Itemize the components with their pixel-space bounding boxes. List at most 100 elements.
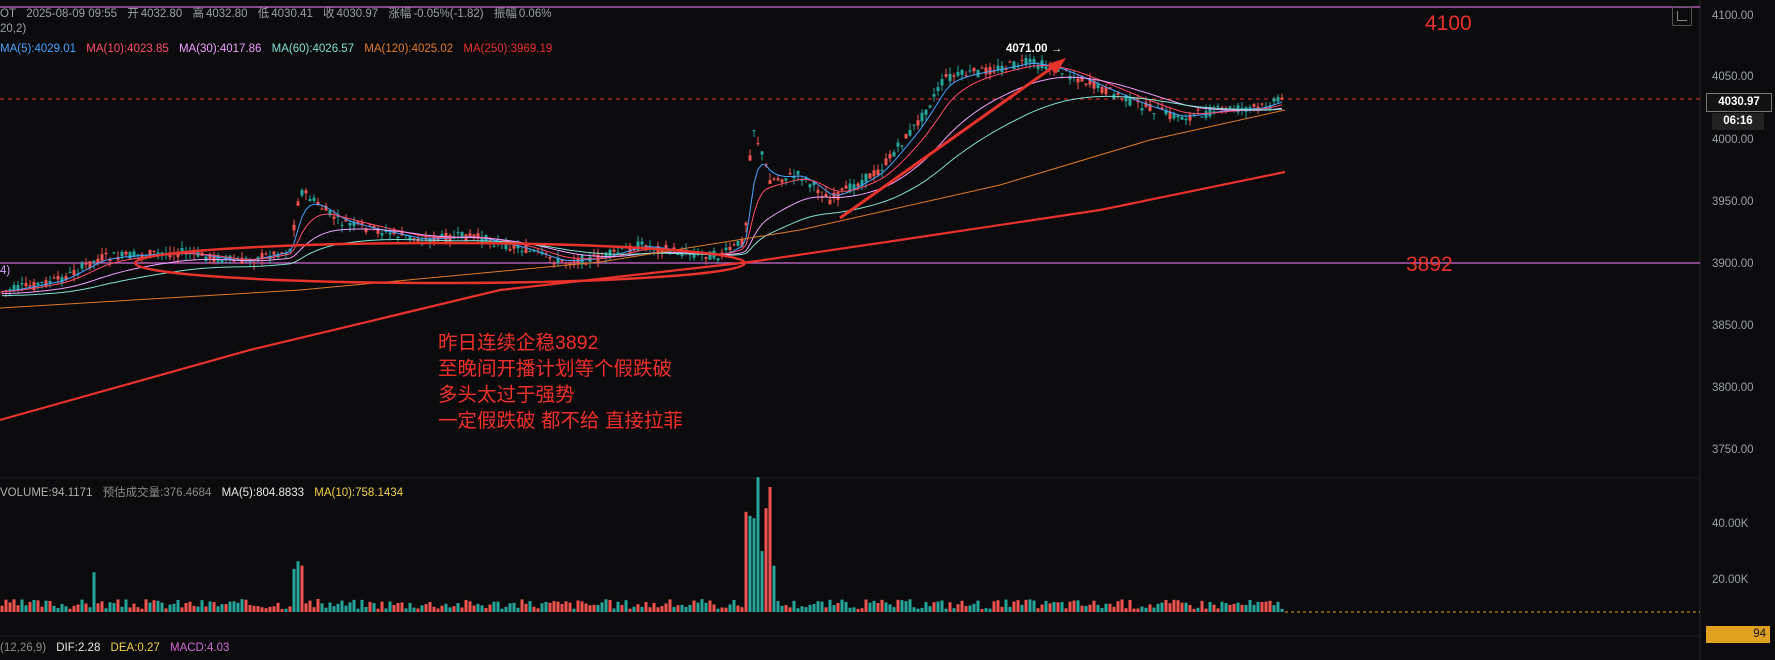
volume-bar [780, 605, 784, 612]
candle-body [136, 254, 140, 256]
volume-bar [684, 606, 688, 612]
candle-body [0, 291, 4, 293]
candle-body [1168, 111, 1172, 120]
volume-bar [1008, 606, 1012, 612]
ma30-legend: MA(30):4017.86 [178, 43, 262, 55]
volume-bar [812, 603, 816, 612]
volume-bar [368, 601, 372, 612]
volume-bar [552, 601, 556, 612]
volume-bar [652, 602, 656, 612]
volume-bar [1220, 601, 1224, 612]
volume-bar [1032, 600, 1036, 612]
candle-body [316, 201, 320, 205]
volume-bar [524, 603, 528, 612]
candle-body [788, 173, 792, 175]
volume-bar [616, 601, 620, 612]
volume-bar [1144, 607, 1148, 612]
volume-bar [64, 606, 68, 612]
period-high-marker: 4071.00 → [1006, 43, 1063, 55]
macd-dif: DIF:2.28 [56, 642, 101, 654]
volume-bar [796, 608, 800, 612]
volume-bar [544, 601, 548, 612]
candle-body [72, 270, 76, 275]
candle-body [1196, 109, 1200, 111]
ma10-legend: MA(10):4023.85 [86, 43, 169, 55]
ma30-line [1, 76, 1283, 295]
candle-body [716, 258, 720, 261]
volume-bar [644, 601, 648, 612]
volume-bar [824, 607, 828, 612]
candle-body [460, 231, 464, 239]
candle-body [564, 262, 568, 264]
volume-bar [596, 604, 600, 612]
candle-body [840, 188, 844, 191]
low-value: 4030.41 [271, 8, 313, 20]
volume-bar [364, 607, 368, 612]
volume-bar [1068, 601, 1072, 612]
volume-bar [28, 602, 32, 612]
volume-bar [1024, 599, 1028, 612]
period-high-value: 4071.00 [1006, 43, 1048, 55]
volume-bar [1256, 601, 1260, 612]
volume-bar [908, 599, 912, 612]
volume-bar [8, 602, 12, 612]
candle-body [308, 199, 312, 202]
volume-bar [872, 600, 876, 612]
volume-bar [760, 551, 764, 612]
candle-body [1272, 98, 1276, 102]
volume-bar [1172, 599, 1176, 612]
volume-bar [296, 561, 300, 612]
volume-bar [132, 603, 136, 612]
volume-bar [1020, 604, 1024, 612]
candle-body [860, 180, 864, 186]
volume-bar [1148, 604, 1152, 612]
volume-bar [252, 605, 256, 612]
volume-bar [344, 605, 348, 612]
candle-body [760, 151, 764, 155]
candle-body [832, 192, 836, 199]
current-price-tag: 4030.97 [1706, 93, 1772, 112]
candle-body [872, 170, 876, 177]
volume-bar [976, 600, 980, 612]
volume-bar [416, 608, 420, 612]
volume-bar [400, 602, 404, 612]
price-axis-tick: 4000.00 [1712, 134, 1754, 146]
volume-bar [720, 607, 724, 612]
price-axis-tick: 3900.00 [1712, 258, 1754, 270]
estimated-volume: 预估成交量:376.4684 [102, 487, 212, 499]
candle-body [328, 209, 332, 216]
candle-body [888, 153, 892, 159]
close-label: 收 [323, 8, 335, 20]
macd-value: MACD:4.03 [169, 642, 230, 654]
volume-bar [244, 599, 248, 612]
candle-body [748, 155, 752, 161]
candle-body [388, 232, 392, 235]
volume-bar [948, 602, 952, 612]
volume-bar [728, 604, 732, 612]
volume-bar [1028, 599, 1032, 612]
candle-body [276, 253, 280, 258]
volume-bar [356, 608, 360, 612]
candle-body [600, 257, 604, 259]
volume-bar [724, 607, 728, 612]
volume-bar [452, 606, 456, 612]
candle-body [796, 171, 800, 175]
candle-body [1200, 116, 1204, 118]
bollinger-indicator-label[interactable]: 20,2) [0, 23, 27, 35]
candle-body [512, 245, 516, 249]
volume-bar [1136, 608, 1140, 612]
expand-icon[interactable] [1672, 6, 1692, 26]
candle-body [784, 178, 788, 181]
volume-bar [1000, 606, 1004, 612]
volume-bar [540, 603, 544, 612]
candle-body [528, 250, 532, 252]
candle-body [780, 179, 784, 183]
volume-bar [1076, 600, 1080, 612]
volume-bar [68, 608, 72, 612]
ma60-line [2, 95, 1283, 297]
candle-body [1064, 68, 1068, 70]
volume-bar [116, 599, 120, 612]
volume-bar [16, 605, 20, 612]
volume-bar [744, 511, 748, 612]
